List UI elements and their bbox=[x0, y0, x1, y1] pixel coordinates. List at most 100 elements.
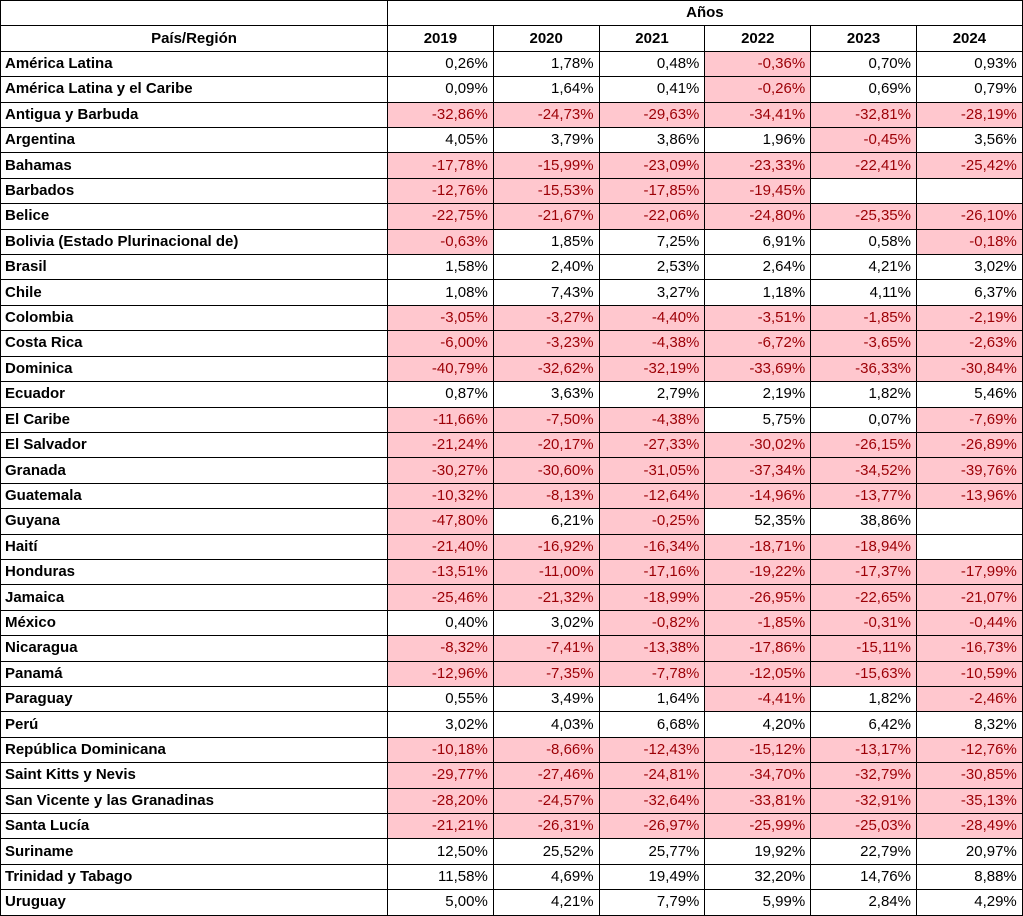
value-cell[interactable]: -32,86% bbox=[387, 101, 494, 129]
value-cell[interactable]: 1,58% bbox=[387, 254, 494, 281]
value-cell[interactable]: 4,21% bbox=[810, 254, 917, 281]
value-cell[interactable]: -19,45% bbox=[704, 177, 812, 205]
value-cell[interactable]: 0,58% bbox=[810, 228, 917, 256]
value-cell[interactable]: -24,80% bbox=[704, 203, 812, 230]
value-cell[interactable]: -18,94% bbox=[810, 533, 917, 560]
value-cell[interactable]: -15,63% bbox=[810, 660, 917, 687]
country-name-cell[interactable]: Chile bbox=[0, 279, 388, 306]
country-name-cell[interactable]: Granada bbox=[0, 457, 388, 484]
value-cell[interactable]: -21,21% bbox=[387, 812, 494, 840]
value-cell[interactable]: 0,48% bbox=[598, 50, 706, 78]
country-name-cell[interactable]: Saint Kitts y Nevis bbox=[0, 762, 388, 789]
country-name-cell[interactable]: América Latina y el Caribe bbox=[0, 76, 388, 103]
value-cell[interactable]: -12,43% bbox=[598, 736, 706, 764]
country-name-cell[interactable]: El Salvador bbox=[0, 431, 388, 459]
year-column-header[interactable]: 2024 bbox=[915, 25, 1023, 52]
value-cell[interactable]: 4,29% bbox=[915, 889, 1023, 916]
value-cell[interactable]: -26,31% bbox=[492, 812, 600, 840]
value-cell[interactable]: 7,25% bbox=[598, 228, 706, 256]
country-name-cell[interactable]: Jamaica bbox=[0, 584, 388, 611]
value-cell[interactable]: 0,09% bbox=[387, 76, 494, 103]
value-cell[interactable]: -22,75% bbox=[387, 203, 494, 230]
value-cell[interactable]: -30,02% bbox=[704, 431, 812, 459]
value-cell[interactable]: -28,20% bbox=[387, 787, 494, 815]
value-cell[interactable]: 5,99% bbox=[704, 889, 812, 916]
value-cell[interactable]: -13,77% bbox=[810, 482, 917, 510]
value-cell[interactable]: 1,64% bbox=[492, 76, 600, 103]
value-cell[interactable]: -19,22% bbox=[704, 558, 812, 586]
country-name-cell[interactable]: Colombia bbox=[0, 304, 388, 332]
value-cell[interactable]: 5,46% bbox=[915, 381, 1023, 408]
country-name-cell[interactable]: México bbox=[0, 609, 388, 637]
value-cell[interactable]: 20,97% bbox=[915, 838, 1023, 865]
year-column-header[interactable]: 2019 bbox=[387, 25, 494, 52]
value-cell[interactable]: -15,12% bbox=[704, 736, 812, 764]
value-cell[interactable]: -24,73% bbox=[492, 101, 600, 129]
value-cell[interactable]: -4,41% bbox=[704, 685, 812, 713]
value-cell[interactable]: 6,91% bbox=[704, 228, 812, 256]
country-name-cell[interactable]: Haití bbox=[0, 533, 388, 560]
value-cell[interactable]: -12,64% bbox=[598, 482, 706, 510]
value-cell[interactable]: -7,78% bbox=[598, 660, 706, 687]
value-cell[interactable]: -16,73% bbox=[915, 635, 1023, 662]
value-cell[interactable]: -40,79% bbox=[387, 355, 494, 383]
value-cell[interactable]: 1,96% bbox=[704, 127, 812, 154]
value-cell[interactable]: -0,18% bbox=[915, 228, 1023, 256]
value-cell[interactable]: -17,37% bbox=[810, 558, 917, 586]
value-cell[interactable]: -8,32% bbox=[387, 635, 494, 662]
value-cell[interactable]: -26,15% bbox=[810, 431, 917, 459]
country-name-cell[interactable]: Perú bbox=[0, 711, 388, 738]
value-cell[interactable]: 3,79% bbox=[492, 127, 600, 154]
value-cell[interactable]: -23,33% bbox=[704, 152, 812, 179]
value-cell[interactable]: -25,03% bbox=[810, 812, 917, 840]
value-cell[interactable]: -11,66% bbox=[387, 406, 494, 433]
value-cell[interactable]: -10,18% bbox=[387, 736, 494, 764]
country-name-cell[interactable]: Barbados bbox=[0, 177, 388, 205]
value-cell[interactable]: 0,26% bbox=[387, 50, 494, 78]
value-cell[interactable]: -32,62% bbox=[492, 355, 600, 383]
value-cell[interactable]: 4,69% bbox=[492, 863, 600, 891]
value-cell[interactable]: 6,68% bbox=[598, 711, 706, 738]
country-name-cell[interactable]: El Caribe bbox=[0, 406, 388, 433]
value-cell[interactable]: -7,69% bbox=[915, 406, 1023, 433]
value-cell[interactable]: 14,76% bbox=[810, 863, 917, 891]
value-cell[interactable]: -33,81% bbox=[704, 787, 812, 815]
value-cell[interactable]: -3,51% bbox=[704, 304, 812, 332]
value-cell[interactable]: -15,99% bbox=[492, 152, 600, 179]
value-cell[interactable]: -13,38% bbox=[598, 635, 706, 662]
value-cell[interactable]: 2,53% bbox=[598, 254, 706, 281]
value-cell[interactable]: -16,92% bbox=[492, 533, 600, 560]
value-cell[interactable]: 2,79% bbox=[598, 381, 706, 408]
value-cell[interactable]: -33,69% bbox=[704, 355, 812, 383]
value-cell[interactable]: -25,46% bbox=[387, 584, 494, 611]
value-cell[interactable]: 0,07% bbox=[810, 406, 917, 433]
value-cell[interactable]: -17,78% bbox=[387, 152, 494, 179]
country-name-cell[interactable]: Nicaragua bbox=[0, 635, 388, 662]
value-cell[interactable]: -26,10% bbox=[915, 203, 1023, 230]
value-cell[interactable]: -32,81% bbox=[810, 101, 917, 129]
country-name-cell[interactable]: Costa Rica bbox=[0, 330, 388, 357]
value-cell[interactable]: -4,38% bbox=[598, 330, 706, 357]
country-name-cell[interactable]: Belice bbox=[0, 203, 388, 230]
value-cell[interactable]: 0,79% bbox=[915, 76, 1023, 103]
value-cell[interactable]: -7,50% bbox=[492, 406, 600, 433]
value-cell[interactable]: 4,03% bbox=[492, 711, 600, 738]
value-cell[interactable]: -37,34% bbox=[704, 457, 812, 484]
value-cell[interactable]: -30,85% bbox=[915, 762, 1023, 789]
country-name-cell[interactable]: Trinidad y Tabago bbox=[0, 863, 388, 891]
value-cell[interactable]: -39,76% bbox=[915, 457, 1023, 484]
value-cell[interactable]: -11,00% bbox=[492, 558, 600, 586]
value-cell[interactable]: -4,40% bbox=[598, 304, 706, 332]
value-cell[interactable]: -32,91% bbox=[810, 787, 917, 815]
value-cell[interactable]: -29,63% bbox=[598, 101, 706, 129]
years-group-header[interactable]: Años bbox=[387, 0, 1023, 27]
value-cell[interactable]: -4,38% bbox=[598, 406, 706, 433]
value-cell[interactable]: -17,99% bbox=[915, 558, 1023, 586]
value-cell[interactable]: 0,41% bbox=[598, 76, 706, 103]
value-cell[interactable]: -20,17% bbox=[492, 431, 600, 459]
value-cell[interactable]: 8,32% bbox=[915, 711, 1023, 738]
value-cell[interactable]: 8,88% bbox=[915, 863, 1023, 891]
value-cell[interactable]: -34,41% bbox=[704, 101, 812, 129]
value-cell[interactable]: -13,51% bbox=[387, 558, 494, 586]
value-cell[interactable]: -2,19% bbox=[915, 304, 1023, 332]
